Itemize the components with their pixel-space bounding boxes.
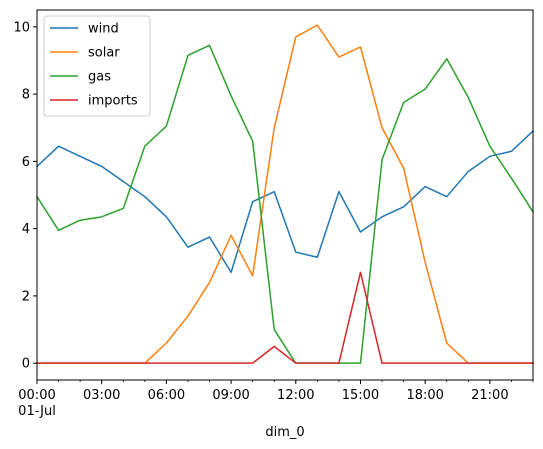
y-tick-label: 6 bbox=[22, 155, 30, 170]
x-tick-sublabel: 01-Jul bbox=[18, 404, 56, 419]
x-tick-label: 18:00 bbox=[406, 388, 443, 403]
x-axis-label: dim_0 bbox=[265, 425, 304, 440]
legend-label-gas: gas bbox=[88, 70, 111, 85]
y-tick-label: 8 bbox=[22, 88, 30, 103]
series-line-wind bbox=[35, 130, 535, 274]
series-line-imports bbox=[36, 271, 534, 364]
x-tick-label: 09:00 bbox=[212, 388, 249, 403]
y-tick-label: 4 bbox=[22, 222, 30, 237]
legend: wind solar gas imports bbox=[43, 15, 151, 117]
series-layer bbox=[35, 24, 535, 364]
y-tick-label: 0 bbox=[22, 357, 30, 372]
legend-box bbox=[43, 15, 151, 117]
plot-area-frame bbox=[36, 9, 534, 381]
y-tick-label: 2 bbox=[22, 289, 30, 304]
x-tick-label: 06:00 bbox=[148, 388, 185, 403]
x-tick-label: 03:00 bbox=[83, 388, 120, 403]
y-tick-label: 10 bbox=[13, 20, 30, 35]
legend-label-imports: imports bbox=[88, 94, 138, 109]
x-tick-label: 15:00 bbox=[342, 388, 379, 403]
series-line-gas bbox=[35, 44, 535, 364]
x-tick-label: 21:00 bbox=[471, 388, 508, 403]
x-tick-label: 12:00 bbox=[277, 388, 314, 403]
legend-label-wind: wind bbox=[88, 22, 119, 37]
legend-label-solar: solar bbox=[88, 46, 120, 61]
x-tick-label: 00:00 bbox=[18, 388, 55, 403]
